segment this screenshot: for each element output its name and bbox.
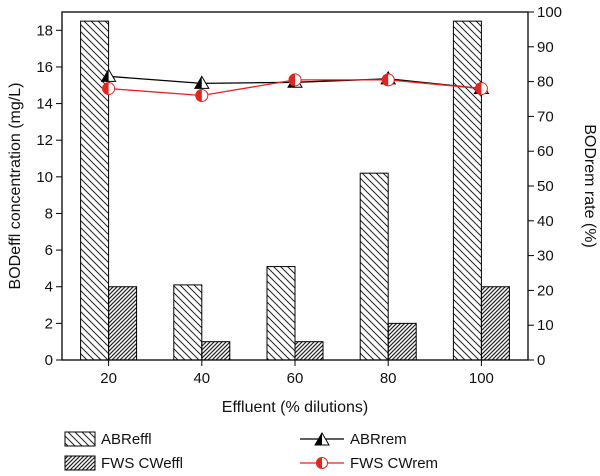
legend-label-abrrem: ABRrem (350, 431, 407, 448)
legend-item-fws-cwrem: FWS CWrem (300, 455, 438, 472)
marker-fws-cwrem-100 (474, 82, 488, 96)
bar-abreffl-60 (266, 266, 296, 361)
y-left-tick-label-10: 10 (36, 169, 53, 186)
marker-abrrem-40 (193, 75, 210, 89)
legend-item-abrrem: ABRrem (300, 431, 407, 448)
legend-item-fws-cweffl: FWS CWeffl (64, 455, 183, 472)
bar-fws-cweffl-100 (480, 286, 510, 361)
y-right-tick-label-10: 10 (537, 317, 554, 334)
bars-layer (80, 20, 510, 361)
y-right-tick-label-80: 80 (537, 74, 554, 91)
y-right-tick-label-50: 50 (537, 178, 554, 195)
y-left-tick-label-2: 2 (45, 315, 53, 332)
marker-abrrem-20 (100, 68, 117, 82)
bar-fws-cweffl-40 (201, 341, 231, 361)
legend-label-abreffl: ABReffl (101, 431, 152, 448)
x-tick-label-40: 40 (193, 370, 210, 387)
y-left-tick-label-0: 0 (45, 352, 53, 369)
y-left-tick-label-12: 12 (36, 132, 53, 149)
y-left-tick-label-8: 8 (45, 205, 53, 222)
x-tick-label-60: 60 (287, 370, 304, 387)
bar-fws-cweffl-20 (108, 286, 138, 361)
marker-fws-cwrem-20 (102, 82, 116, 96)
x-axis-title: Effluent (% dilutions) (222, 399, 368, 416)
ticks-layer: 0 2 4 6 8 10 12 14 16 18 0 10 20 30 40 50 60 70 80 90 100 20 4… (36, 4, 562, 387)
legend-item-abreffl: ABReffl (64, 431, 152, 448)
x-tick-label-80: 80 (380, 370, 397, 387)
y-axis-title-left: BODeffl concentration (mg/L) (7, 83, 24, 290)
y-right-tick-label-60: 60 (537, 143, 554, 160)
y-left-tick-label-4: 4 (45, 279, 53, 296)
y-right-tick-label-0: 0 (537, 352, 545, 369)
marker-fws-cwrem-60 (288, 73, 302, 87)
x-tick-label-20: 20 (100, 370, 117, 387)
bar-abreffl-40 (173, 284, 203, 361)
marker-fws-cwrem-40 (195, 89, 209, 103)
y-axis-title-right: BODrem rate (%) (581, 124, 598, 248)
y-left-tick-label-6: 6 (45, 242, 53, 259)
y-right-tick-label-90: 90 (537, 39, 554, 56)
y-right-tick-label-70: 70 (537, 108, 554, 125)
bar-fws-cweffl-80 (387, 322, 417, 361)
legend-label-fws-cweffl: FWS CWeffl (101, 455, 183, 472)
bar-fws-cweffl-60 (294, 341, 324, 361)
x-tick-label-100: 100 (469, 370, 494, 387)
lines-layer (100, 68, 490, 103)
y-left-tick-label-14: 14 (36, 96, 53, 113)
bar-abreffl-80 (359, 172, 389, 361)
y-right-tick-label-20: 20 (537, 282, 554, 299)
legend: ABReffl FWS CWeffl ABRrem FWS CWrem (64, 431, 438, 472)
y-left-tick-label-18: 18 (36, 22, 53, 39)
y-right-tick-label-30: 30 (537, 248, 554, 265)
legend-label-fws-cwrem: FWS CWrem (350, 455, 438, 472)
y-left-tick-label-16: 16 (36, 59, 53, 76)
bar-abreffl-100 (452, 20, 482, 361)
y-right-tick-label-100: 100 (537, 4, 562, 21)
y-right-tick-label-40: 40 (537, 213, 554, 230)
marker-fws-cwrem-80 (381, 73, 395, 87)
bar-abreffl-20 (80, 20, 110, 361)
